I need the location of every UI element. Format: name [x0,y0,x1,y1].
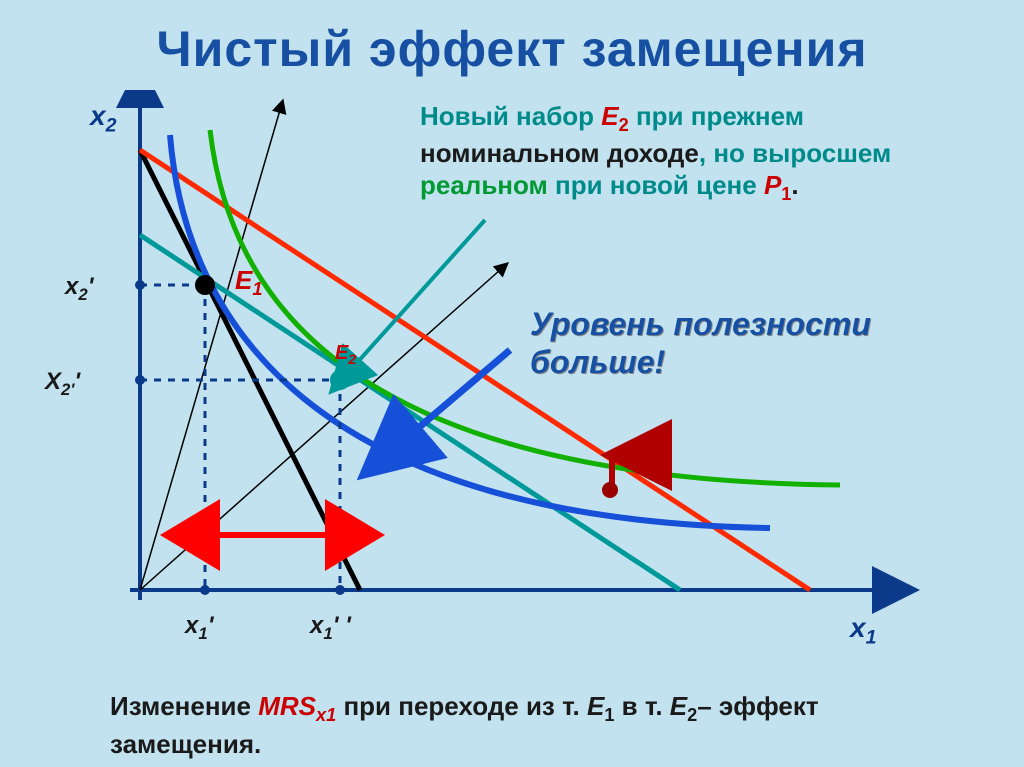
axis-label-x1: x1 [850,612,876,650]
annotation-utility: Уровень полезности больше! [530,305,871,382]
callout-top [355,220,485,365]
footnote: Изменение MRSx1 при переходе из т. E1 в … [110,690,950,762]
tick-x1p: x1' [185,612,213,644]
tick-x2p: x2' [65,273,93,305]
tick-x1pp: x1' ' [310,612,351,644]
ray-2 [140,270,500,590]
label-E2: E2 [335,342,356,367]
slide-title: Чистый эффект замещения [0,20,1024,78]
point-E2 [330,370,350,390]
budget-black [140,150,360,590]
point-E3 [602,482,618,498]
point-E1 [195,275,215,295]
axis-label-x2: x2 [90,100,116,138]
ray-1 [140,110,280,590]
tick-x2pp: X2'' [45,368,80,400]
annotation-top: Новый набор E2 при прежнем номинальном д… [420,100,980,206]
label-E1: E1 [235,265,262,300]
